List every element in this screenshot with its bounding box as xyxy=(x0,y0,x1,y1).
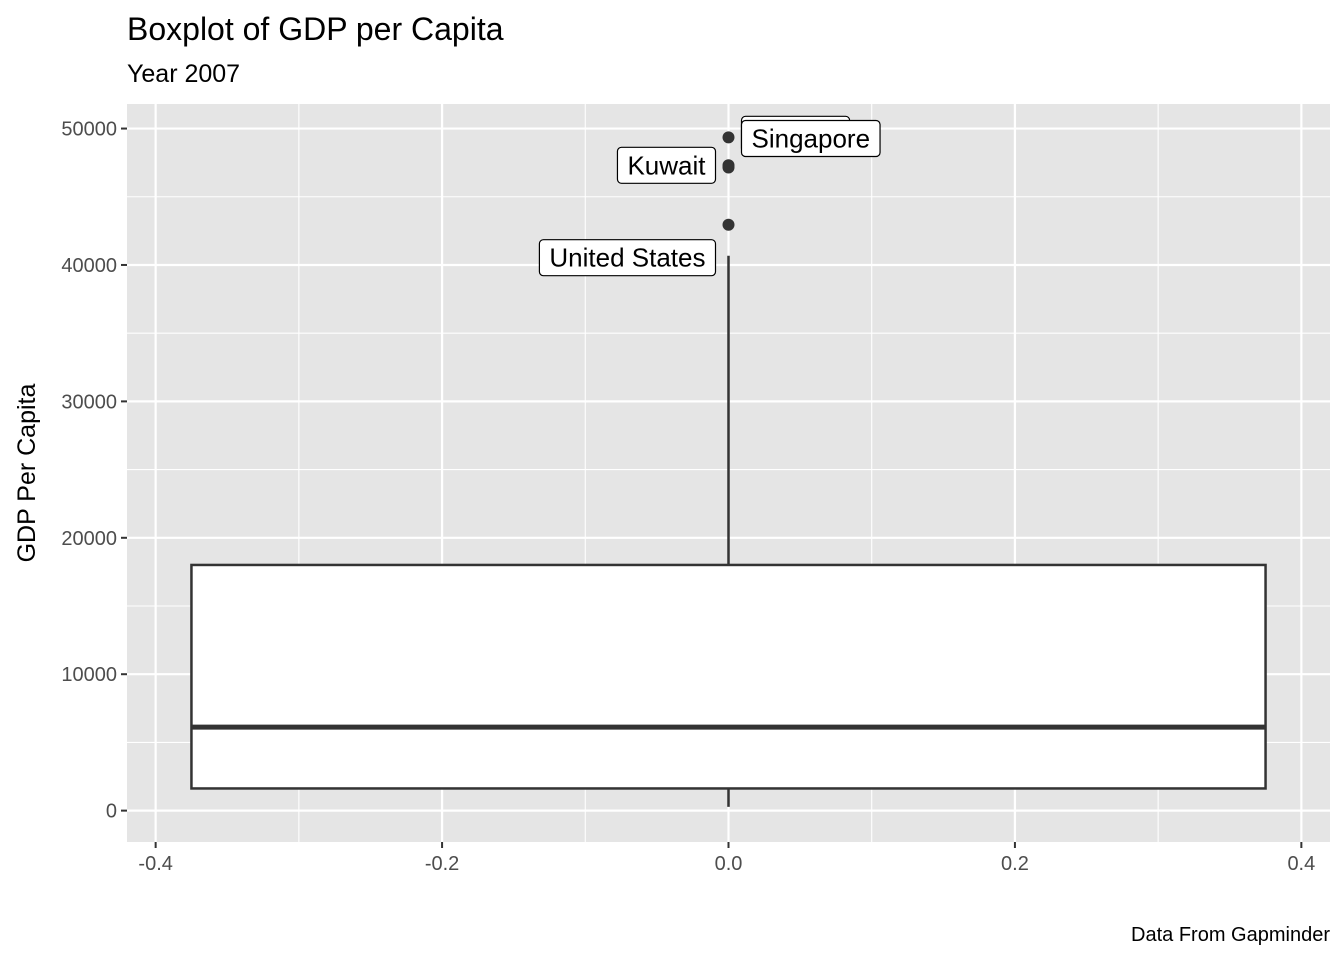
boxplot xyxy=(190,255,1267,807)
y-tick-label: 30000 xyxy=(61,391,117,413)
y-axis: 0 10000 20000 30000 40000 50000 xyxy=(61,119,127,823)
y-tick-label: 0 xyxy=(106,801,117,823)
outlier-point xyxy=(722,161,735,174)
x-tick-label: -0.2 xyxy=(425,853,459,875)
x-axis: -0.4 -0.2 0.0 0.2 0.4 xyxy=(138,842,1315,875)
x-tick-label: -0.4 xyxy=(138,853,172,875)
outlier-labels: NorwayKuwaitSingaporeUnited States xyxy=(538,115,881,277)
outlier-label-box xyxy=(740,119,881,158)
outlier-point xyxy=(722,131,735,144)
y-tick-label: 10000 xyxy=(61,664,117,686)
outlier-label: Singapore xyxy=(740,119,881,158)
outlier-label-text: Singapore xyxy=(752,124,871,154)
y-tick-label: 50000 xyxy=(61,119,117,141)
outlier-label-text: Kuwait xyxy=(627,150,706,180)
outlier-points xyxy=(722,131,735,231)
outlier-label-box xyxy=(538,239,717,277)
x-tick-label: 0.0 xyxy=(715,853,743,875)
x-tick-label: 0.2 xyxy=(1001,853,1029,875)
outlier-label: Kuwait xyxy=(616,146,717,184)
interquartile-box xyxy=(190,563,1267,790)
outlier-label-text: United States xyxy=(549,243,705,273)
outlier-label: United States xyxy=(538,239,717,277)
chart-subtitle: Year 2007 xyxy=(127,60,240,88)
chart-caption: Data From Gapminder xyxy=(1131,924,1330,946)
y-tick-label: 20000 xyxy=(61,528,117,550)
x-tick-label: 0.4 xyxy=(1287,853,1315,875)
chart-title: Boxplot of GDP per Capita xyxy=(127,11,504,47)
outlier-point xyxy=(722,218,735,231)
y-tick-label: 40000 xyxy=(61,255,117,277)
outlier-label-box xyxy=(616,146,717,184)
y-axis-title: GDP Per Capita xyxy=(13,384,41,563)
